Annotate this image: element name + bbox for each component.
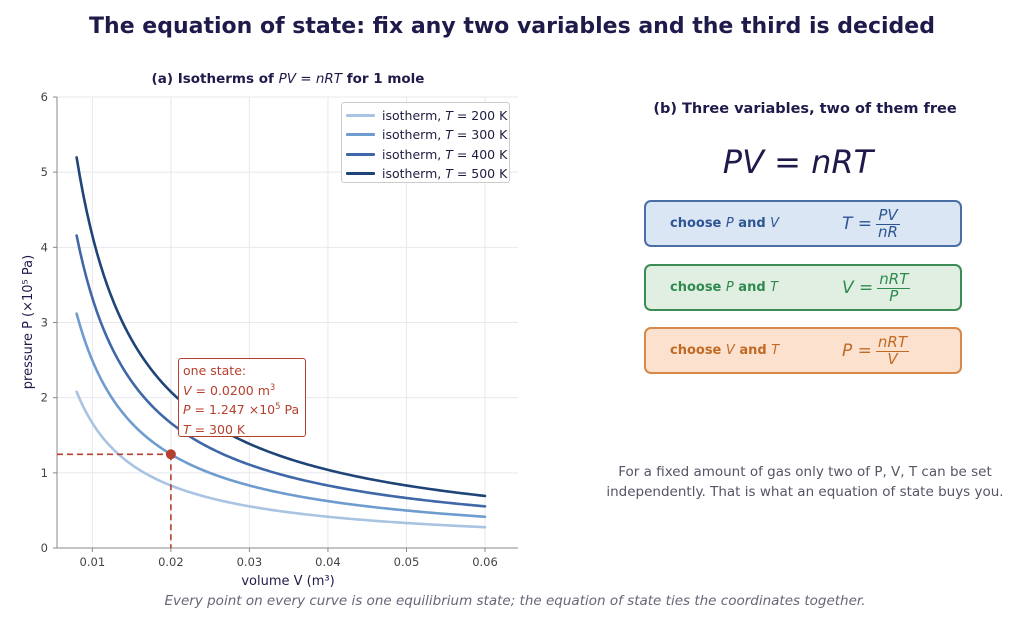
y-tick-label: 3 xyxy=(41,316,48,330)
isotherm-line-400k xyxy=(75,234,487,508)
x-tick-label: 0.06 xyxy=(472,555,498,569)
y-tick-label: 4 xyxy=(41,240,48,254)
isotherm-line-200k xyxy=(75,390,487,529)
panel-b: (b) Three variables, two of them free PV… xyxy=(600,0,1024,628)
panel-b-title: (b) Three variables, two of them free xyxy=(653,101,957,117)
x-axis-label: volume V (m³) xyxy=(241,574,334,589)
choose-v-t-box: choose V and T P = nRT V xyxy=(644,327,962,374)
volume-formula: V = nRT P xyxy=(842,269,911,305)
isotherm-line-300k xyxy=(75,312,487,519)
annotation-volume: V = 0.0200 m3 xyxy=(183,382,276,398)
figure-caption: Every point on every curve is one equili… xyxy=(164,593,866,609)
state-point-marker xyxy=(165,449,176,460)
choose-p-t-box: choose P and T V = nRT P xyxy=(644,264,962,311)
legend-label: isotherm, T = 400 K xyxy=(382,146,508,162)
y-tick-label: 0 xyxy=(41,541,48,555)
legend-label: isotherm, T = 500 K xyxy=(382,166,508,181)
chart-legend: isotherm, T = 200 K isotherm, T = 300 K is… xyxy=(341,102,510,183)
x-tick-label: 0.01 xyxy=(80,555,106,569)
x-tick-label: 0.02 xyxy=(158,555,184,569)
temperature-formula: T = PV nR xyxy=(842,205,900,241)
x-tick-label: 0.04 xyxy=(315,555,341,569)
x-tick-label: 0.03 xyxy=(237,555,263,569)
legend-swatch xyxy=(346,133,375,136)
choose-p-v-label: choose P and V xyxy=(670,216,780,231)
main-title: The equation of state: fix any two varia… xyxy=(89,14,935,39)
annotation-temperature: T = 300 K xyxy=(183,421,246,437)
legend-item-200k: isotherm, T = 200 K xyxy=(346,106,507,124)
y-tick-label: 2 xyxy=(41,391,48,405)
legend-label: isotherm, T = 300 K xyxy=(382,127,508,142)
y-tick-label: 1 xyxy=(41,466,48,480)
isotherm-line-500k xyxy=(75,156,487,498)
y-tick-label: 5 xyxy=(41,165,48,179)
legend-swatch xyxy=(346,152,375,156)
isotherm-chart: 0.01 0.02 0.03 0.04 0.05 0.06 0 1 2 3 4 5 6 (a) Isoth… xyxy=(21,71,518,589)
choose-p-v-box: choose P and V T = PV nR xyxy=(644,200,962,247)
note-line-1: For a fixed amount of gas only two of P,… xyxy=(618,464,992,480)
legend-item-500k: isotherm, T = 500 K xyxy=(346,165,507,183)
annotation-line-1: one state: xyxy=(183,363,247,378)
legend-swatch xyxy=(346,113,375,117)
chart-title: (a) Isotherms of PV = nRT for 1 mole xyxy=(152,71,425,87)
x-tick-label: 0.05 xyxy=(394,555,420,569)
pressure-formula: P = nRT V xyxy=(842,332,909,368)
legend-item-300k: isotherm, T = 300 K xyxy=(346,126,507,144)
y-tick-label: 6 xyxy=(41,90,48,104)
legend-swatch xyxy=(346,172,375,175)
y-axis-label: pressure P (×10⁵ Pa) xyxy=(21,255,36,389)
legend-label: isotherm, T = 200 K xyxy=(382,107,508,123)
choose-v-t-label: choose V and T xyxy=(670,343,780,358)
equation-of-state: PV = nRT xyxy=(722,143,874,181)
explanatory-note: For a fixed amount of gas only two of P,… xyxy=(600,462,1010,502)
note-line-2: independently. That is what an equation … xyxy=(606,484,1004,500)
annotation-pressure: P = 1.247 ×105 Pa xyxy=(183,402,300,417)
choose-p-t-label: choose P and T xyxy=(670,280,779,295)
state-annotation: one state: V = 0.0200 m3 P = 1.247 ×105 … xyxy=(178,358,306,437)
legend-item-400k: isotherm, T = 400 K xyxy=(346,145,507,163)
